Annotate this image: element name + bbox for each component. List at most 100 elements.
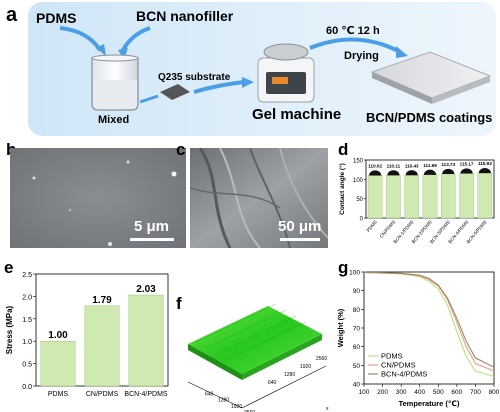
drying-arrow-icon — [309, 37, 401, 54]
condition-label: 60 ℃ 12 h — [326, 25, 380, 37]
e-category-label: CN/PDMS — [86, 391, 119, 398]
e-bar — [40, 340, 76, 387]
d-droplet-icon — [478, 168, 491, 174]
e-value-label: 1.79 — [92, 295, 112, 306]
panel-label-c: c — [176, 140, 186, 159]
e-value-label: 1.00 — [48, 330, 68, 341]
surface-side-front — [188, 344, 242, 380]
f-xtick-label: 1280 — [218, 398, 229, 404]
d-bar — [404, 175, 420, 219]
d-category-label: CN/PDMS — [379, 219, 396, 238]
coating-plate-icon — [370, 51, 492, 104]
q235-plate-icon — [160, 84, 190, 100]
sem-c-scale-label: 50 μm — [278, 218, 322, 235]
chart-g-tga: 40 50 60 70 80 90 100 100 200 300 400 500 600 700 800 P… — [336, 270, 500, 409]
d-value-label: 110.02 — [368, 163, 382, 168]
d-ylabel: Contact angle (°) — [338, 163, 346, 215]
surface-top — [188, 306, 322, 374]
g-ytick-label: 50 — [353, 363, 361, 370]
d-droplet-icon — [460, 168, 473, 174]
f-ytick-label: 640 — [268, 380, 277, 386]
g-ytick-label: 100 — [349, 270, 360, 277]
sem-b-scale-label: 5 μm — [134, 218, 170, 235]
g-series-line — [363, 271, 495, 368]
g-xtick-label: 600 — [451, 389, 462, 396]
gel-machine-label: Gel machine — [252, 106, 342, 123]
e-category-label: PDMS — [48, 391, 69, 398]
e-ytick-label: 0.0 — [22, 384, 32, 391]
f-xtick-label: 1920 — [231, 404, 242, 410]
f-ytick-label: 2560 — [316, 356, 327, 362]
g-ytick-label: 40 — [353, 382, 361, 389]
e-ytick-label: 1.0 — [22, 339, 32, 346]
e-ytick-label: 2.0 — [22, 294, 32, 301]
g-xtick-label: 300 — [396, 389, 407, 396]
d-value-label: 113.73 — [441, 162, 455, 167]
f-xtick-label: 2560 — [244, 410, 255, 412]
panel-a: PDMS BCN nanofiller 60 ℃ 12 h Drying Q23… — [0, 0, 500, 140]
g-xtick-label: 500 — [433, 389, 444, 396]
g-ytick-label: 60 — [353, 344, 361, 351]
d-bar — [459, 173, 474, 219]
d-droplet-icon — [423, 169, 437, 175]
g-legend-label: CN/PDMS — [381, 361, 416, 370]
f-xtick-label: 640 — [205, 391, 214, 397]
sem-image-c: 50 μm — [190, 148, 328, 248]
f-axis-end-label: x — [326, 406, 329, 412]
g-legend-label: BCN-4/PDMS — [381, 370, 427, 379]
f-axis-x — [187, 381, 243, 409]
e-ylabel: Stress (MPa) — [5, 305, 14, 354]
e-value-label: 2.03 — [136, 284, 156, 295]
d-value-label: 115.17 — [460, 161, 474, 166]
g-ylabel: Weight (%) — [336, 308, 345, 347]
panel-label-d: d — [338, 140, 349, 159]
e-ytick-label: 2.5 — [22, 272, 32, 279]
surface-side-right — [242, 334, 322, 380]
beaker-icon — [91, 54, 139, 111]
d-ytick-label: 50 — [356, 197, 363, 203]
d-bar — [477, 172, 493, 219]
d-value-label: 110.11 — [387, 163, 401, 168]
d-ytick-label: 150 — [353, 159, 364, 165]
sem-c-texture — [190, 148, 328, 248]
e-ytick-label: 0.5 — [22, 362, 32, 369]
d-bar — [422, 174, 438, 219]
g-xtick-label: 700 — [470, 389, 481, 396]
d-droplet-icon — [442, 168, 455, 175]
gel-machine-icon — [257, 43, 315, 103]
d-droplet-icon — [369, 170, 382, 176]
f-ytick-label: 1920 — [300, 364, 311, 370]
panel-label-g: g — [338, 258, 349, 277]
e-bar — [84, 305, 120, 387]
d-bar — [386, 175, 401, 219]
chart-e-stress: 0.0 0.5 1.0 1.5 2.0 2.5 1.00 PDMS 1.79 CN/PDMS 2.0… — [5, 272, 169, 398]
drying-label: Drying — [344, 50, 379, 62]
d-ytick-label: 0 — [360, 217, 364, 223]
f-ytick-label: 1280 — [284, 372, 295, 378]
d-category-label: PDMS — [366, 219, 378, 232]
panel-a-schematic — [28, 2, 496, 136]
e-ytick-label: 1.5 — [22, 317, 32, 324]
panel-f-3d-surface: 640128019202560256019201280640x — [187, 303, 329, 412]
sem-b-texture — [10, 148, 186, 248]
to-gel-arrow-icon — [193, 80, 245, 94]
mixed-label: Mixed — [98, 114, 130, 126]
d-ytick-label: 100 — [353, 178, 364, 184]
d-value-label: 115.93 — [478, 161, 492, 166]
d-bar — [440, 173, 456, 219]
q235-label: Q235 substrate — [158, 72, 231, 83]
g-ytick-label: 80 — [353, 307, 361, 314]
panel-label-e: e — [4, 258, 14, 277]
g-xtick-label: 800 — [489, 389, 500, 396]
d-droplet-icon — [405, 170, 418, 176]
g-ytick-label: 70 — [353, 326, 361, 333]
g-legend-label: PDMS — [381, 352, 403, 361]
d-value-label: 110.43 — [405, 163, 419, 168]
panel-label-f: f — [176, 294, 182, 313]
panel-label-a: a — [6, 4, 18, 26]
d-value-label: 111.69 — [423, 163, 437, 168]
coatings-label: BCN/PDMS coatings — [366, 110, 493, 125]
g-xtick-label: 200 — [377, 389, 388, 396]
e-category-label: BCN-4/PDMS — [124, 391, 168, 398]
d-droplet-icon — [387, 170, 400, 176]
